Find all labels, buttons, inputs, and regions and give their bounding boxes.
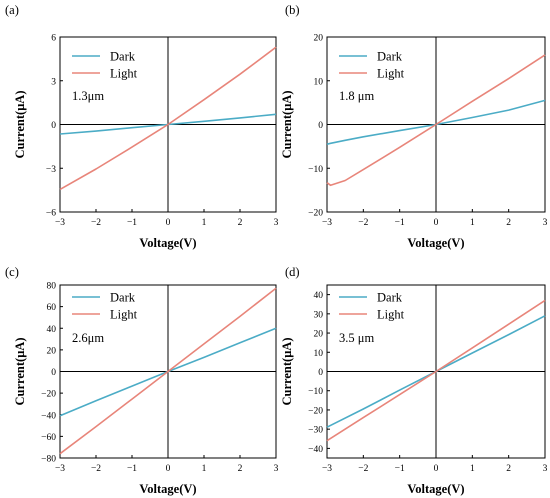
y-tick-label: 20 xyxy=(47,346,57,356)
y-tick-label: −10 xyxy=(308,387,323,397)
y-tick-label: −80 xyxy=(41,455,56,465)
x-axis-label: Voltage(V) xyxy=(139,236,196,250)
y-tick-label: 10 xyxy=(314,77,324,87)
y-tick-label: 0 xyxy=(51,121,56,131)
chart-panel-1: (a)−3 −2 −1 0 1 2 3−6−3036Voltage(V)Current(μA… xyxy=(5,3,279,250)
series-line-light xyxy=(326,54,546,187)
x-tick-label: 2 xyxy=(238,464,243,474)
legend-label-dark: Dark xyxy=(377,291,403,305)
x-tick-label: 1 xyxy=(470,464,475,474)
y-tick-label: 40 xyxy=(47,325,57,335)
x-tick-label: 0 xyxy=(166,218,171,228)
y-tick-label: −60 xyxy=(41,433,56,443)
x-tick-label: 0 xyxy=(434,464,439,474)
y-tick-label: 80 xyxy=(47,282,57,292)
y-tick-label: 0 xyxy=(318,121,323,131)
y-tick-label: 30 xyxy=(314,310,324,320)
legend-label-light: Light xyxy=(110,67,138,81)
panel-label: (d) xyxy=(285,265,300,279)
x-tick-label: −2 xyxy=(91,218,101,228)
x-tick-label: 3 xyxy=(274,464,279,474)
y-tick-label: −30 xyxy=(308,426,323,436)
x-tick-label: −2 xyxy=(358,464,368,474)
y-tick-label: −40 xyxy=(41,411,56,421)
x-tick-label: 0 xyxy=(166,464,171,474)
wavelength-annotation: 2.6μm xyxy=(72,331,104,345)
x-tick-label: −3 xyxy=(55,218,65,228)
y-tick-label: −20 xyxy=(308,209,323,219)
x-axis-label: Voltage(V) xyxy=(407,236,464,250)
y-axis-label: Current(μA) xyxy=(280,338,294,406)
x-axis-label: Voltage(V) xyxy=(139,482,196,496)
x-tick-label: −3 xyxy=(322,464,332,474)
y-tick-label: 3 xyxy=(51,77,56,87)
y-tick-label: 60 xyxy=(47,303,57,313)
wavelength-annotation: 3.5 μm xyxy=(339,331,374,345)
y-axis-label: Current(μA) xyxy=(13,91,27,159)
y-tick-label: −6 xyxy=(46,209,56,219)
x-tick-label: −1 xyxy=(395,464,405,474)
y-tick-label: 6 xyxy=(51,34,56,44)
wavelength-annotation: 1.3μm xyxy=(72,89,104,103)
y-tick-label: 40 xyxy=(314,291,324,301)
legend-label-light: Light xyxy=(377,67,405,81)
x-tick-label: 0 xyxy=(434,218,439,228)
x-tick-label: −1 xyxy=(127,464,137,474)
series-line-dark xyxy=(326,99,546,145)
y-tick-label: −20 xyxy=(308,406,323,416)
chart-panel-2: (b)−3 −2 −1 0 1 2 3−20−1001020Voltage(V)Curren… xyxy=(280,3,548,250)
x-axis-label: Voltage(V) xyxy=(407,482,464,496)
y-axis-label: Current(μA) xyxy=(13,338,27,406)
x-tick-label: 3 xyxy=(274,218,279,228)
chart-panel-4: (d)−3 −2 −1 0 1 2 3−40−30−20−10010203040Voltag… xyxy=(280,265,548,496)
y-tick-label: −10 xyxy=(308,165,323,175)
x-tick-label: 2 xyxy=(506,464,511,474)
chart-panel-3: (c) −3 −2 −1 0 1 2 3 −80 −60 −40 −20 0 20 40 60 80 Voltag… xyxy=(5,265,279,496)
x-tick-label: 2 xyxy=(238,218,243,228)
x-tick-label: −1 xyxy=(127,218,137,228)
legend-label-light: Light xyxy=(377,308,405,322)
legend-label-light: Light xyxy=(110,308,138,322)
x-tick-label: 2 xyxy=(506,218,511,228)
x-tick-label: −2 xyxy=(358,218,368,228)
y-tick-label: 10 xyxy=(314,349,324,359)
x-tick-label: −3 xyxy=(322,218,332,228)
series-line-light xyxy=(326,299,546,442)
legend-label-dark: Dark xyxy=(110,50,136,64)
x-tick-label: −2 xyxy=(91,464,101,474)
y-tick-label: −3 xyxy=(46,165,56,175)
y-tick-label: 0 xyxy=(318,368,323,378)
x-tick-label: 3 xyxy=(543,218,548,228)
x-tick-label: 1 xyxy=(470,218,475,228)
series-line-light xyxy=(59,287,277,455)
y-tick-label: −40 xyxy=(308,445,323,455)
y-tick-label: 0 xyxy=(51,368,56,378)
panel-label: (c) xyxy=(5,265,19,279)
y-tick-label: 20 xyxy=(314,330,324,340)
y-axis-label: Current(μA) xyxy=(280,91,294,159)
x-tick-label: −3 xyxy=(55,464,65,474)
legend-label-dark: Dark xyxy=(377,50,403,64)
x-tick-label: 3 xyxy=(543,464,548,474)
wavelength-annotation: 1.8 μm xyxy=(339,89,374,103)
legend-label-dark: Dark xyxy=(110,291,136,305)
panel-label: (b) xyxy=(285,3,300,17)
panel-label: (a) xyxy=(5,3,19,17)
x-tick-label: 1 xyxy=(202,464,207,474)
x-tick-label: −1 xyxy=(395,218,405,228)
y-tick-label: 20 xyxy=(314,34,324,44)
x-tick-label: 1 xyxy=(202,218,207,228)
series-line-light xyxy=(59,46,277,191)
y-tick-label: −20 xyxy=(41,390,56,400)
